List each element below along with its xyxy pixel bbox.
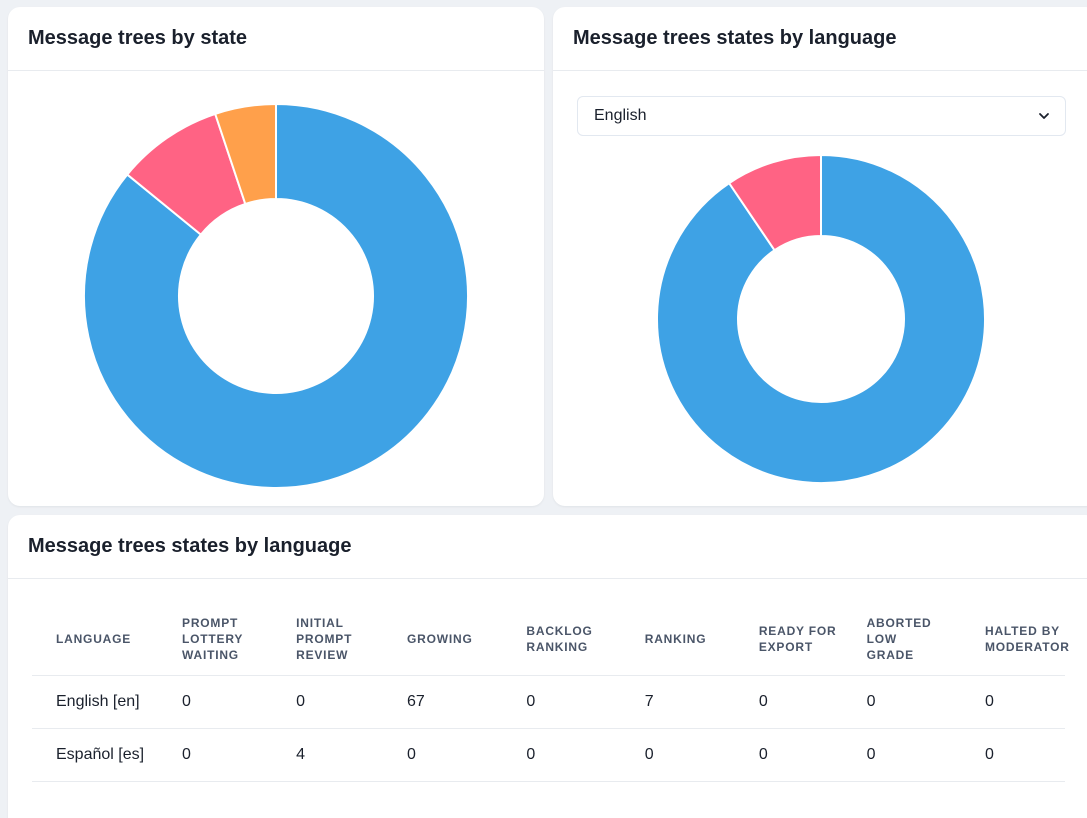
states-table: LANGUAGE PROMPT LOTTERY WAITING INITIAL … — [32, 607, 1069, 782]
cell-value: 7 — [644, 675, 759, 729]
donut-slice-growing[interactable] — [83, 102, 469, 489]
state-chart-title: Message trees by state — [28, 27, 248, 49]
cell-value: 0 — [866, 728, 985, 782]
cell-value: 0 — [985, 675, 1065, 729]
language-table-header: Message trees states by language — [8, 515, 1087, 579]
language-select-value: English — [594, 107, 647, 124]
language-table-card: Message trees states by language LANGUAG… — [8, 515, 1087, 818]
language-select[interactable]: English — [577, 96, 1066, 136]
col-ranking: RANKING — [644, 607, 759, 676]
donut-slice-initial-prompt-review[interactable] — [213, 102, 277, 206]
language-chart-card: Message trees states by language English — [553, 7, 1087, 506]
chevron-down-icon — [1039, 113, 1049, 119]
cell-value: 0 — [182, 728, 297, 782]
col-prompt-lottery-waiting: PROMPT LOTTERY WAITING — [182, 607, 297, 676]
state-donut-chart — [83, 102, 469, 489]
cell-value: 0 — [182, 675, 297, 729]
table-row: Español [es] 0 4 0 0 0 0 0 0 — [32, 728, 1065, 782]
donut-slice-growing[interactable] — [656, 153, 986, 484]
cell-value: 0 — [758, 728, 867, 782]
cell-value: 67 — [407, 675, 527, 729]
language-donut-chart — [656, 153, 986, 484]
cell-value: 0 — [758, 675, 867, 729]
col-ready-for-export: READY FOR EXPORT — [758, 607, 867, 676]
col-backlog-ranking: BACKLOG RANKING — [526, 607, 645, 676]
col-growing: GROWING — [407, 607, 527, 676]
col-language: LANGUAGE — [32, 607, 183, 676]
language-chart-header: Message trees states by language — [553, 7, 1087, 71]
cell-value: 0 — [407, 728, 527, 782]
donut-slice-ranking[interactable] — [727, 153, 822, 252]
cell-value: 0 — [866, 675, 985, 729]
col-aborted-low-grade: ABORTED LOW GRADE — [866, 607, 985, 676]
language-table-title: Message trees states by language — [28, 535, 352, 557]
cell-value: 0 — [526, 675, 645, 729]
cell-value: 0 — [644, 728, 759, 782]
cell-value: 4 — [296, 728, 408, 782]
col-halted-by-moderator: HALTED BY MODERATOR — [985, 607, 1069, 676]
cell-value: 0 — [296, 675, 408, 729]
table-header-row: LANGUAGE PROMPT LOTTERY WAITING INITIAL … — [32, 607, 1069, 676]
language-chart-title: Message trees states by language — [573, 27, 897, 49]
state-chart-card: Message trees by state — [8, 7, 544, 506]
cell-language: Español [es] — [32, 728, 183, 782]
cell-value: 0 — [526, 728, 645, 782]
table-row: English [en] 0 0 67 0 7 0 0 0 — [32, 675, 1065, 729]
cell-language: English [en] — [32, 675, 183, 729]
cell-value: 0 — [985, 728, 1065, 782]
col-initial-prompt-review: INITIAL PROMPT REVIEW — [296, 607, 408, 676]
state-chart-header: Message trees by state — [8, 7, 544, 71]
